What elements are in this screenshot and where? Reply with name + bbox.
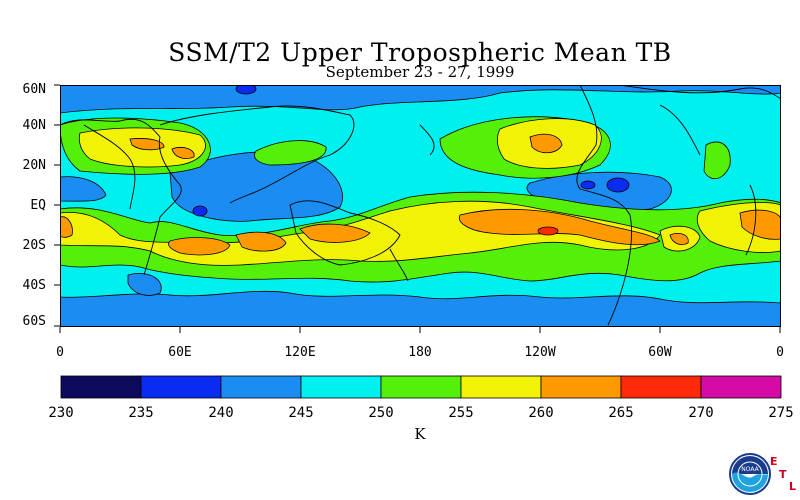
logo-letter-t: T — [779, 468, 787, 481]
colorbar-swatch — [460, 375, 542, 399]
colorbar-tick-label: 240 — [208, 405, 234, 421]
colorbar-tick-label: 245 — [288, 405, 314, 421]
colorbar-swatch — [300, 375, 382, 399]
colorbar-swatch — [220, 375, 302, 399]
temperature-map — [60, 85, 781, 327]
lon-label-0: 0 — [56, 345, 64, 360]
band-235-240-spot — [580, 180, 596, 190]
axis-ticks — [54, 84, 781, 333]
band-235-240-spot — [192, 205, 208, 217]
band-260-265 — [299, 223, 371, 243]
colorbar-tick-label: 235 — [128, 405, 154, 421]
noaa-logo: NOAA — [729, 453, 771, 495]
band-260-265 — [739, 209, 781, 240]
colorbar-swatch — [380, 375, 462, 399]
colorbar-swatch — [60, 375, 142, 399]
colorbar-tick-label: 260 — [528, 405, 554, 421]
colorbar-tick-label: 265 — [608, 405, 634, 421]
chart-subtitle: September 23 - 27, 1999 — [325, 63, 515, 81]
band-260-265 — [171, 147, 195, 159]
lat-label-20s: 20S — [22, 238, 46, 253]
colorbar-tick-label: 275 — [768, 405, 794, 421]
colorbar-tick-label: 255 — [448, 405, 474, 421]
logo-letter-l: L — [789, 480, 797, 493]
colorbar — [60, 375, 782, 399]
band-260-265 — [529, 133, 563, 154]
band-260-265 — [168, 237, 231, 256]
band-235-240-spot — [235, 85, 257, 95]
lat-label-20n: 20N — [22, 158, 46, 173]
band-250-255 — [703, 141, 731, 179]
band-240-245-pool — [127, 273, 162, 296]
lat-label-eq: EQ — [30, 198, 46, 213]
band-260-265 — [129, 138, 165, 151]
band-260-265 — [458, 208, 661, 246]
colorbar-swatch — [620, 375, 702, 399]
logo-letter-e: E — [770, 455, 778, 468]
lon-label-60e: 60E — [168, 345, 192, 360]
logo-text: NOAA — [741, 466, 759, 473]
colorbar-tick-label: 270 — [688, 405, 714, 421]
colorbar-swatch — [540, 375, 622, 399]
lat-label-60s: 60S — [22, 314, 46, 329]
lon-label-0-end: 0 — [776, 345, 784, 360]
colorbar-tick-label: 250 — [368, 405, 394, 421]
band-265-270-spot — [537, 226, 559, 236]
lat-label-40s: 40S — [22, 278, 46, 293]
lon-label-180: 180 — [408, 345, 432, 360]
coastlines — [60, 85, 781, 326]
colorbar-tick-label: 230 — [48, 405, 74, 421]
band-250-255 — [254, 140, 327, 166]
colorbar-units: K — [414, 425, 426, 443]
band-260-265 — [669, 233, 689, 245]
lon-label-120e: 120E — [284, 345, 316, 360]
chart-title: SSM/T2 Upper Tropospheric Mean TB — [168, 38, 672, 67]
lat-label-60n: 60N — [22, 82, 46, 97]
lon-label-120w: 120W — [524, 345, 556, 360]
lat-label-40n: 40N — [22, 118, 46, 133]
colorbar-swatch — [140, 375, 222, 399]
lon-label-60w: 60W — [648, 345, 672, 360]
band-260-265 — [235, 231, 287, 252]
band-235-240-spot — [606, 177, 630, 193]
colorbar-swatch — [700, 375, 782, 399]
band-240-245-pool — [60, 176, 107, 202]
